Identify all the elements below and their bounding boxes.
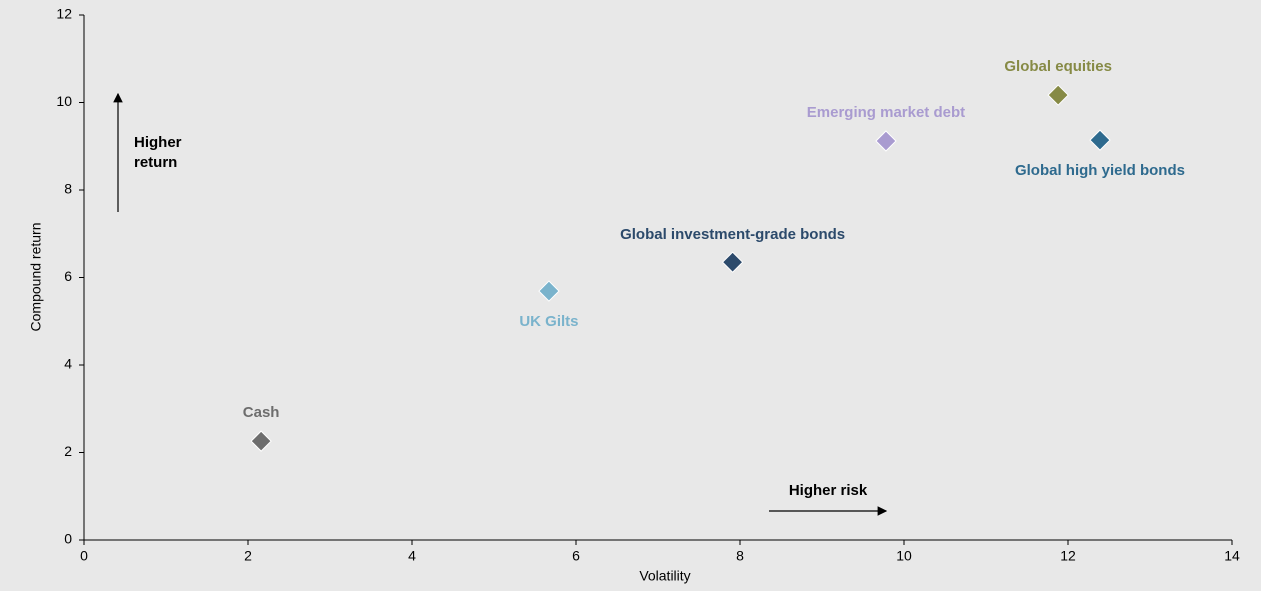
x-tick-label: 8 — [736, 548, 744, 564]
x-tick-label: 6 — [572, 548, 580, 564]
point — [1089, 129, 1111, 151]
y-tick-label: 6 — [64, 268, 72, 284]
annotation: return — [134, 154, 177, 171]
point-label: Global high yield bonds — [1015, 162, 1185, 179]
x-tick-label: 2 — [244, 548, 252, 564]
x-tick-label: 14 — [1224, 548, 1240, 564]
point-label: Global investment-grade bonds — [620, 226, 845, 243]
point-label: Emerging market debt — [807, 104, 965, 121]
point — [875, 130, 897, 152]
y-tick-label: 8 — [64, 181, 72, 197]
y-tick-label: 4 — [64, 356, 72, 372]
y-tick-label: 12 — [56, 6, 72, 22]
point-label: Cash — [243, 404, 280, 421]
point — [250, 430, 272, 452]
y-axis-label: Compound return — [28, 223, 44, 332]
annotation: Higher risk — [789, 482, 868, 499]
y-tick-label: 2 — [64, 443, 72, 459]
point — [538, 280, 560, 302]
point-label: UK Gilts — [519, 313, 578, 330]
x-tick-label: 4 — [408, 548, 416, 564]
point-label: Global equities — [1004, 58, 1112, 75]
y-tick-label: 10 — [56, 93, 72, 109]
point — [721, 251, 744, 273]
x-axis-label: Volatility — [639, 568, 690, 584]
x-tick-label: 12 — [1060, 548, 1076, 564]
annotation: Higher — [134, 134, 182, 151]
x-tick-label: 10 — [896, 548, 912, 564]
point — [1047, 84, 1069, 106]
x-tick-label: 0 — [80, 548, 88, 564]
y-tick-label: 0 — [64, 531, 72, 547]
